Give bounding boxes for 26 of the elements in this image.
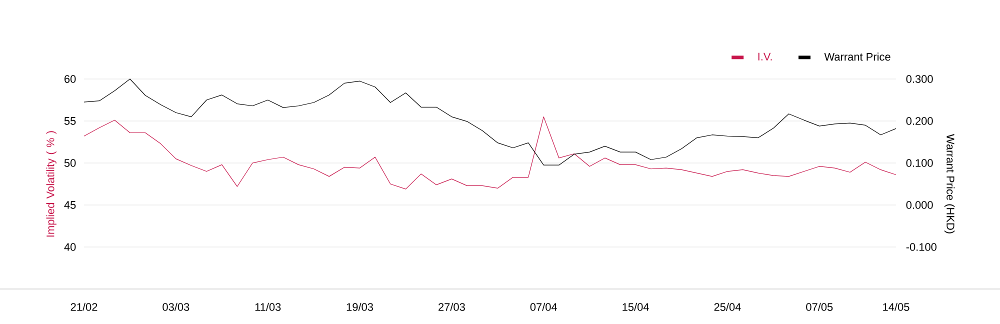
x-tick-label: 25/04 <box>714 302 741 311</box>
y-tick-label: 45 <box>64 201 76 209</box>
y-tick-label: 50 <box>64 159 76 167</box>
x-tick-label: 07/04 <box>530 302 558 311</box>
line-series <box>84 116 896 190</box>
y2-tick-label: 0.100 <box>906 159 933 167</box>
x-tick-label: 27/03 <box>438 302 465 311</box>
x-tick-label: 21/02 <box>70 302 98 311</box>
y-tick-label: 60 <box>64 75 76 83</box>
y-tick-label: 40 <box>64 243 76 251</box>
legend-label: I.V. <box>758 52 772 60</box>
x-tick-label: 03/03 <box>162 302 190 311</box>
x-tick-label: 11/03 <box>255 302 281 311</box>
x-tick-label: 14/05 <box>883 302 910 311</box>
y-tick-label: 55 <box>64 117 76 125</box>
x-tick-label: 19/03 <box>346 302 373 311</box>
x-tick-label: 15/04 <box>622 302 649 311</box>
x-tick-label: 07/05 <box>806 302 833 311</box>
y2-tick-label: 0.000 <box>906 201 933 209</box>
y2-axis-title: Warrant Price (HKD) <box>944 134 955 234</box>
y2-tick-label: 0.200 <box>906 117 933 125</box>
line-series <box>84 78 896 166</box>
y2-tick-label: -0.100 <box>906 243 936 251</box>
legend-label: Warrant Price <box>824 52 890 61</box>
y2-tick-label: 0.300 <box>906 75 933 83</box>
y-axis-title: Implied Volatility ( % ) <box>46 131 56 237</box>
